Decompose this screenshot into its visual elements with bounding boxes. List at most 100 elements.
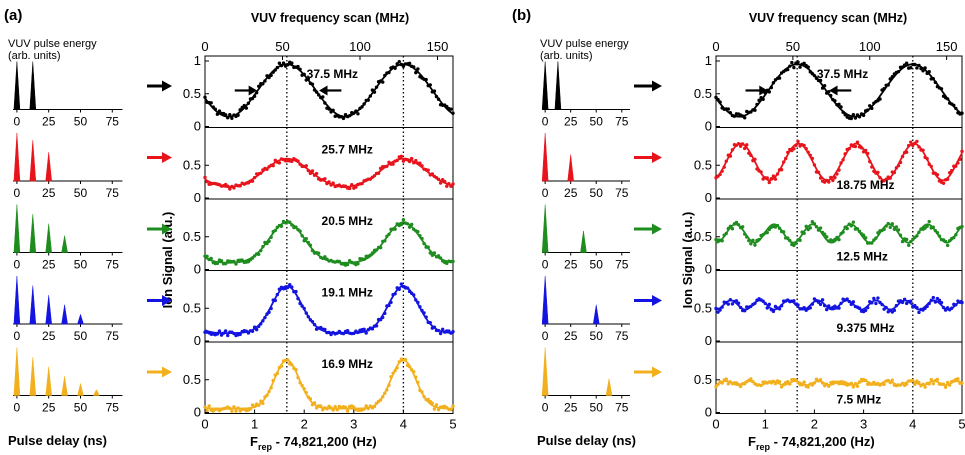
pulse-bar [541, 347, 549, 396]
subplot-frame [715, 341, 963, 414]
pulse-axis-tick-label: 75 [615, 258, 629, 272]
pulse-axis-tick-label: 75 [106, 186, 120, 200]
frequency-label: 7.5 MHz [837, 393, 882, 407]
data-point [960, 149, 964, 154]
data-point [806, 385, 810, 389]
data-point [927, 219, 931, 224]
data-point [743, 116, 747, 120]
pulse-bar [592, 304, 600, 325]
data-point [232, 405, 236, 409]
bottom-axis-tick-label: 4 [909, 417, 916, 432]
data-point [230, 116, 234, 120]
pulse-bar [580, 230, 587, 253]
data-point [876, 296, 880, 300]
fit-curve [204, 157, 454, 189]
pulse-bar [61, 376, 68, 396]
row-arrow-head [652, 295, 662, 306]
data-point [207, 404, 211, 408]
fit-curve [204, 359, 453, 410]
bottom-axis-tick-label: 1 [251, 417, 258, 432]
y-axis-tick-label: 0 [705, 262, 712, 277]
data-point [203, 175, 207, 180]
top-axis-tick-label: 150 [427, 39, 449, 54]
data-point [217, 329, 222, 333]
frequency-label: 20.5 MHz [322, 214, 373, 228]
pulse-bar [541, 61, 549, 110]
pulse-axis-tick-label: 75 [615, 401, 629, 415]
data-point [440, 327, 445, 331]
data-point [753, 243, 757, 247]
data-point [851, 385, 856, 389]
data-point [714, 385, 718, 389]
y-axis-tick-label: 0.5 [694, 229, 712, 244]
row-arrow-head [162, 223, 172, 235]
data-point [888, 225, 892, 230]
fwhm-arrow-head-left [759, 85, 768, 96]
pulse-bar [13, 61, 21, 110]
data-point [445, 184, 449, 188]
data-point [818, 302, 823, 307]
row-arrow-head [162, 80, 172, 92]
data-point [734, 220, 739, 225]
pulse-axis-tick-label: 0 [14, 115, 21, 129]
data-point [451, 404, 455, 408]
data-point [909, 65, 913, 70]
data-point [909, 140, 913, 144]
y-axis-tick-label: 0.5 [694, 157, 712, 172]
data-point [738, 384, 743, 389]
data-point [853, 144, 858, 149]
bottom-axis-tick-label: 0 [712, 417, 719, 432]
y-axis-tick-label: 0 [194, 405, 201, 420]
data-point [820, 298, 825, 302]
pulse-bar [29, 61, 37, 110]
frequency-label: 25.7 MHz [322, 143, 373, 157]
pulse-bar [61, 235, 68, 253]
pulse-bar [13, 132, 21, 182]
pulse-axis-tick-label: 25 [564, 401, 578, 415]
row-arrow-head [162, 152, 172, 163]
panel-a-pulse-energy-title: VUV pulse energy [8, 38, 97, 50]
top-axis-tick-label: 100 [859, 39, 881, 54]
fwhm-arrow-head-right [829, 85, 838, 96]
pulse-axis-tick-label: 50 [74, 401, 88, 415]
panel-b-pulse-delay-label: Pulse delay (ns) [537, 433, 636, 448]
pulse-axis-tick-label: 25 [564, 329, 578, 343]
data-point [749, 242, 753, 246]
data-point [290, 61, 294, 65]
data-point [904, 61, 909, 65]
data-point [223, 329, 228, 333]
data-point [345, 328, 350, 333]
data-point [323, 177, 327, 181]
pulse-bar [45, 366, 52, 396]
y-axis-tick-label: 0.5 [694, 86, 712, 101]
pulse-axis-tick-label: 75 [615, 115, 629, 129]
pulse-axis-tick-label: 75 [106, 329, 120, 343]
y-axis-tick-label: 0 [705, 405, 712, 420]
data-point [234, 409, 238, 413]
pulse-axis-tick-label: 25 [42, 258, 56, 272]
fwhm-arrow-head-right [319, 85, 328, 96]
data-point [226, 333, 230, 338]
pulse-axis-tick-label: 25 [42, 115, 56, 129]
top-axis-tick-label: 0 [712, 39, 719, 54]
data-point [767, 180, 771, 185]
fit-curve [715, 223, 963, 244]
pulse-axis-tick-label: 25 [564, 115, 578, 129]
data-point [960, 300, 964, 305]
data-point [802, 380, 806, 384]
data-point [716, 310, 720, 314]
frequency-label: 37.5 MHz [817, 67, 868, 81]
data-point [907, 243, 911, 247]
panel-a-bottom-xlabel: Frep - 74,821,200 (Hz) [250, 434, 377, 452]
y-axis-tick-label: 0.5 [694, 300, 712, 315]
data-point [935, 377, 940, 382]
pulse-bar [13, 204, 21, 253]
y-axis-tick-label: 0 [194, 119, 201, 134]
data-point [825, 307, 829, 312]
pulse-bar [541, 132, 549, 182]
pulse-axis-tick-label: 50 [590, 401, 604, 415]
y-axis-tick-label: 0 [705, 190, 712, 205]
panel-a-label: (a) [4, 7, 22, 24]
fit-curve [204, 285, 454, 335]
